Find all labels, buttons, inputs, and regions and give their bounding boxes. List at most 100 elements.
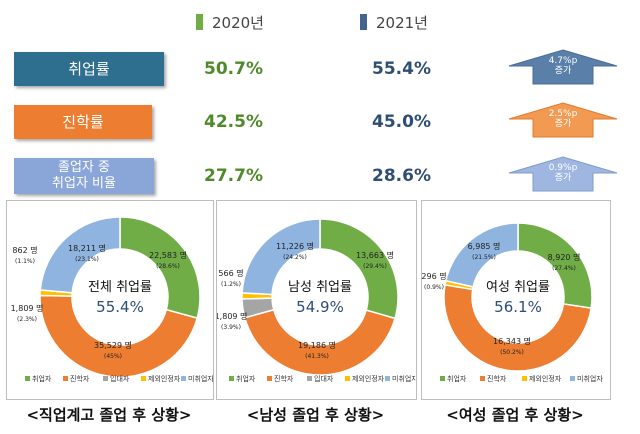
legend-swatch bbox=[25, 376, 30, 381]
slice-label-pct: (1.1%) bbox=[15, 258, 35, 265]
legend-swatch bbox=[229, 376, 234, 381]
center-value: 55.4% bbox=[96, 298, 144, 316]
donut-slice-5 bbox=[39, 216, 121, 294]
value-2020: 50.7% bbox=[204, 59, 263, 79]
slice-label-count: 35,529 명 bbox=[94, 340, 132, 350]
legend-label-2021: 2021년 bbox=[376, 13, 428, 32]
value-2021: 28.6% bbox=[372, 166, 431, 186]
up-arrow-icon bbox=[508, 156, 618, 192]
donut-slice-2 bbox=[39, 294, 199, 378]
change-word: 증가 bbox=[554, 119, 572, 129]
legend-swatch bbox=[440, 376, 445, 381]
row-label-text: 진학률 bbox=[62, 113, 104, 131]
caption-total: <직업계고 졸업 후 상황> bbox=[26, 406, 192, 424]
legend-entry: 제외인정자 bbox=[148, 374, 181, 383]
legend-swatch-2020 bbox=[196, 14, 203, 30]
row-label-text: 취업률 bbox=[68, 60, 110, 78]
slice-label-count: 22,583 명 bbox=[149, 250, 187, 260]
caption-male: <남성 졸업 후 상황> bbox=[246, 406, 385, 424]
legend-swatch bbox=[307, 376, 312, 381]
change-arrow: 4.7%p 증가 bbox=[507, 49, 619, 85]
legend-swatch bbox=[570, 376, 575, 381]
slice-label-count: 296 명 bbox=[422, 271, 447, 281]
slice-label-count: 6,985 명 bbox=[468, 241, 501, 251]
legend-entry: 제외인정자 bbox=[352, 374, 385, 383]
legend-2021: 2021년 bbox=[360, 12, 428, 32]
slice-label-pct: (45%) bbox=[104, 353, 122, 360]
change-value: 4.7%p bbox=[548, 56, 578, 66]
legend-swatch-2021 bbox=[360, 14, 367, 30]
donut-slice-5 bbox=[241, 218, 321, 296]
center-title: 남성 취업률 bbox=[288, 280, 352, 295]
legend-entry: 미취업자 bbox=[577, 374, 603, 383]
slice-label-pct: (24.2%) bbox=[283, 254, 307, 261]
slice-label-pct: (28.6%) bbox=[156, 263, 180, 270]
slice-label-count: 8,920 명 bbox=[548, 252, 581, 262]
donut-slice-2 bbox=[443, 283, 593, 372]
donut-hole bbox=[273, 250, 367, 344]
row-label-employment: 취업률 bbox=[14, 52, 164, 86]
donut-slice-2 bbox=[243, 308, 396, 376]
slice-label-count: 1,809 명 bbox=[217, 311, 247, 321]
slice-label-pct: (27.4%) bbox=[552, 265, 576, 272]
legend-swatch bbox=[267, 376, 272, 381]
legend-entry: 제외인정자 bbox=[529, 374, 562, 383]
row-graduate-employment-ratio: 졸업자 중 취업자 비율 27.7% 28.6% 0.9%p 증가 bbox=[14, 156, 639, 194]
legend-swatch bbox=[103, 376, 108, 381]
slice-label-pct: (41.3%) bbox=[305, 353, 329, 360]
legend-entry: 진학자 bbox=[274, 374, 294, 383]
change-word: 증가 bbox=[554, 66, 572, 76]
slice-label-count: 862 명 bbox=[12, 245, 37, 255]
donut-hole bbox=[473, 252, 563, 342]
legend-swatch bbox=[385, 376, 390, 381]
legend-swatch bbox=[63, 376, 68, 381]
up-arrow-icon bbox=[508, 49, 618, 85]
slice-label-count: 19,186 명 bbox=[298, 340, 336, 350]
slice-label-pct: (50.2%) bbox=[500, 349, 524, 356]
legend-swatch bbox=[522, 376, 527, 381]
slice-label-pct: (1.2%) bbox=[221, 281, 241, 288]
row-advancement-rate: 진학률 42.5% 45.0% 2.5%p 증가 bbox=[14, 102, 639, 139]
slice-label-count: 18,211 명 bbox=[68, 243, 106, 253]
center-title: 전체 취업률 bbox=[88, 280, 152, 295]
up-arrow-icon bbox=[508, 102, 618, 138]
row-label-graduate-ratio: 졸업자 중 취업자 비율 bbox=[14, 158, 154, 194]
slice-label-pct: (23.1%) bbox=[75, 256, 99, 263]
slice-label-pct: (2.3%) bbox=[17, 316, 37, 323]
row-label-line1: 졸업자 중 bbox=[58, 160, 110, 175]
row-employment-rate: 취업률 50.7% 55.4% 4.7%p 증가 bbox=[14, 49, 639, 86]
donut-chart-total: 전체 취업률 55.4% 22,583 명 (28.6%) 35,529 명 (45%) 1… bbox=[11, 216, 213, 383]
legend-entry: 입대자 bbox=[314, 374, 334, 383]
legend-entry: 미취업자 bbox=[392, 374, 416, 383]
slice-label-pct: (21.5%) bbox=[472, 254, 496, 261]
legend-entry: 취업자 bbox=[32, 374, 52, 383]
value-2021: 45.0% bbox=[372, 112, 431, 132]
change-value: 0.9%p bbox=[548, 163, 578, 173]
legend-entry: 취업자 bbox=[447, 374, 467, 383]
slice-label-count: 566 명 bbox=[218, 268, 243, 278]
slice-label-count: 13,663 명 bbox=[356, 250, 394, 260]
legend-entry: 진학자 bbox=[70, 374, 90, 383]
row-label-advancement: 진학률 bbox=[14, 105, 152, 139]
change-arrow: 2.5%p 증가 bbox=[507, 102, 619, 138]
row-label-line2: 취업자 비율 bbox=[52, 176, 116, 191]
center-value: 54.9% bbox=[296, 298, 344, 316]
panel-total: 전체 취업률 55.4% 22,583 명 (28.6%) 35,529 명 (45%) 1… bbox=[6, 200, 214, 400]
change-value: 2.5%p bbox=[548, 109, 578, 119]
panel-male: 남성 취업률 54.9% 13,663 명 (29.4%) 19,186 명 (41.3%… bbox=[216, 200, 417, 400]
legend-entry: 미취업자 bbox=[188, 374, 213, 383]
donut-hole bbox=[73, 250, 167, 344]
legend-label-2020: 2020년 bbox=[212, 13, 264, 32]
slice-label-pct: (29.4%) bbox=[363, 263, 387, 270]
center-title: 여성 취업률 bbox=[486, 280, 550, 295]
legend-swatch bbox=[141, 376, 146, 381]
legend-2020: 2020년 bbox=[196, 12, 264, 32]
legend-swatch bbox=[345, 376, 350, 381]
panel-female: 여성 취업률 56.1% 8,920 명 (27.4%) 16,343 명 (50.2%)… bbox=[421, 200, 611, 400]
change-word: 증가 bbox=[554, 173, 572, 183]
value-2020: 27.7% bbox=[204, 166, 263, 186]
slice-label-pct: (0.9%) bbox=[424, 284, 444, 291]
legend-entry: 진학자 bbox=[487, 374, 507, 383]
slice-label-pct: (3.9%) bbox=[221, 324, 241, 331]
legend-swatch bbox=[480, 376, 485, 381]
